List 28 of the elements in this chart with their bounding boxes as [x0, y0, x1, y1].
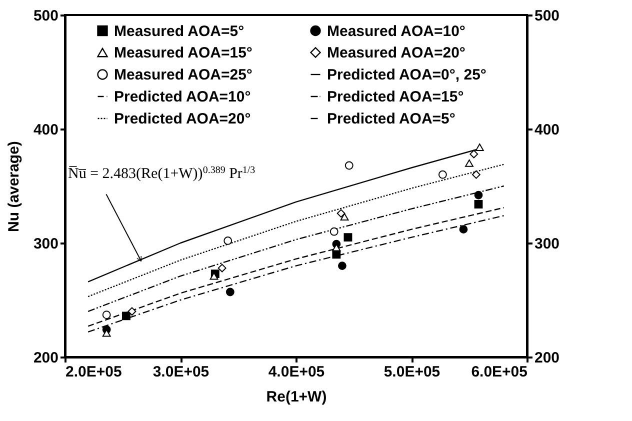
legend-label: Measured AOA=25° — [114, 66, 252, 84]
x-tick-label: 3.0E+05 — [152, 364, 210, 380]
y2-tick-label: 500 — [534, 8, 560, 24]
x-tick-label: 5.0E+05 — [384, 364, 440, 380]
y-tick-label: 300 — [33, 236, 58, 252]
y2-tick-label: 200 — [534, 350, 560, 366]
legend-label: Predicted AOA=15° — [327, 88, 464, 106]
y-tick-label: 200 — [33, 350, 58, 366]
y-axis-title: Nu (average) — [5, 141, 22, 232]
x-tick-label: 4.0E+05 — [268, 364, 325, 380]
x-tick-label: 6.0E+05 — [471, 364, 528, 380]
legend-label: Predicted AOA=20° — [114, 110, 251, 128]
legend-label: Predicted AOA=0°, 25° — [327, 66, 486, 84]
legend-label: Measured AOA=20° — [327, 44, 466, 62]
legend-label: Predicted AOA=10° — [114, 88, 251, 106]
line-series — [88, 164, 504, 298]
legend-label: Measured AOA=15° — [114, 44, 252, 62]
line-series — [88, 185, 504, 312]
x-tick-label: 2.0E+05 — [66, 364, 122, 380]
annotation: N̅u̅ = 2.483(Re(1+W))$^{0.389}$ Pr$^{1/3}$ — [68, 164, 256, 182]
legend-label: Measured AOA=10° — [327, 22, 466, 40]
y2-tick-label: 300 — [534, 236, 560, 252]
y-tick-label: 500 — [33, 8, 58, 24]
y2-tick-label: 400 — [534, 122, 560, 138]
y-tick-label: 400 — [33, 122, 58, 138]
x-axis-title: Re(1+W) — [266, 388, 327, 406]
legend-label: Predicted AOA=5° — [327, 110, 456, 128]
legend-label: Measured AOA=5° — [114, 22, 244, 40]
